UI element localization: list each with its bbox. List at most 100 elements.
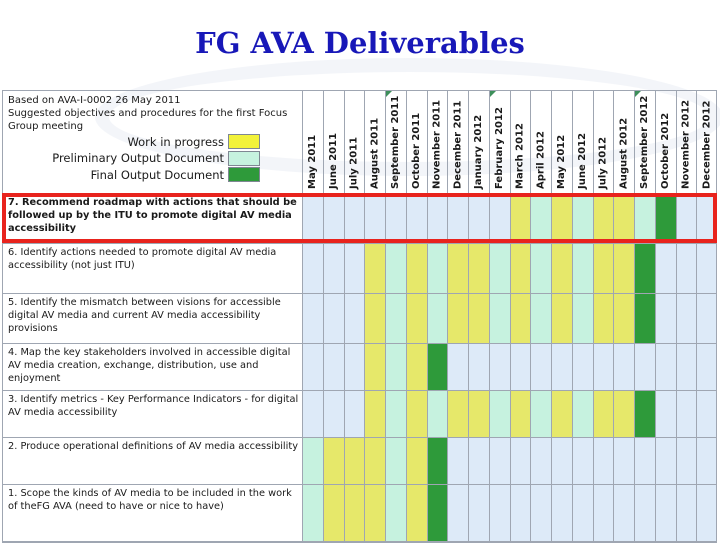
status-cell — [696, 243, 717, 293]
status-cell — [551, 484, 572, 542]
status-cell — [447, 484, 468, 542]
grid-line — [2, 243, 717, 244]
status-cell — [592, 193, 614, 243]
status-cell — [468, 390, 489, 437]
header-text-line: Based on AVA-I-0002 26 May 2011 — [8, 95, 181, 106]
status-cell — [426, 437, 448, 484]
status-cell — [364, 293, 385, 343]
header-text: Based on AVA-I-0002 26 May 2011 Suggested… — [8, 94, 300, 133]
status-cell — [343, 293, 365, 343]
grid-line — [2, 390, 717, 391]
month-header: February 2012 — [493, 107, 505, 189]
status-cell — [592, 293, 614, 343]
month-header: October 2012 — [659, 112, 671, 189]
status-cell — [571, 193, 593, 243]
status-cell — [634, 293, 655, 343]
month-header: May 2011 — [307, 134, 318, 189]
status-cell — [322, 437, 344, 484]
status-cell — [551, 293, 572, 343]
status-cell — [613, 343, 634, 390]
status-cell — [364, 390, 385, 437]
status-cell — [426, 484, 448, 542]
grid-line — [426, 90, 428, 542]
status-cell — [675, 437, 697, 484]
status-cell — [571, 343, 593, 390]
grid-line — [385, 90, 386, 542]
status-cell — [613, 293, 634, 343]
month-header: January 2012 — [473, 114, 484, 189]
milestone-marker — [489, 91, 496, 97]
status-cell — [592, 484, 614, 542]
status-cell — [530, 437, 551, 484]
status-cell — [405, 390, 427, 437]
status-cell — [385, 343, 406, 390]
month-header: August 2012 — [618, 117, 630, 189]
status-cell — [405, 193, 427, 243]
month-header: September 2012 — [639, 95, 650, 189]
status-cell — [675, 343, 697, 390]
month-header: November 2011 — [431, 99, 443, 189]
status-cell — [592, 390, 614, 437]
grid-line — [634, 90, 635, 542]
task-label: 6. Identify actions needed to promote di… — [8, 247, 277, 271]
status-cell — [343, 193, 365, 243]
status-cell — [447, 293, 468, 343]
status-cell — [551, 437, 572, 484]
status-cell — [530, 293, 551, 343]
month-header: September 2011 — [390, 95, 401, 189]
legend-swatch — [228, 150, 260, 166]
month-header: July 2011 — [348, 136, 360, 189]
grid-line — [716, 90, 717, 542]
status-cell — [654, 484, 676, 542]
grid-line — [654, 90, 656, 542]
status-cell — [571, 437, 593, 484]
status-cell — [654, 390, 676, 437]
status-cell — [488, 437, 510, 484]
status-cell — [654, 243, 676, 293]
month-header: August 2011 — [369, 117, 381, 189]
grid-line — [302, 90, 303, 542]
status-cell — [488, 390, 510, 437]
status-cell — [302, 390, 323, 437]
status-cell — [613, 390, 634, 437]
legend-label: Preliminary Output Document — [52, 151, 224, 165]
grid-line — [509, 90, 511, 542]
status-cell — [302, 193, 323, 243]
status-cell — [468, 193, 489, 243]
status-cell — [634, 390, 655, 437]
status-cell — [385, 484, 406, 542]
header-text-line: Suggested objectives and procedures for … — [8, 108, 288, 132]
legend-item: Final Output Document — [38, 167, 260, 182]
status-cell — [322, 293, 344, 343]
status-cell — [364, 437, 385, 484]
month-header: December 2012 — [701, 100, 713, 189]
status-cell — [468, 243, 489, 293]
legend-label: Work in progress — [127, 134, 224, 149]
status-cell — [302, 484, 323, 542]
status-cell — [405, 343, 427, 390]
status-cell — [696, 193, 717, 243]
status-cell — [405, 243, 427, 293]
status-cell — [592, 343, 614, 390]
status-cell — [675, 293, 697, 343]
status-cell — [488, 243, 510, 293]
status-cell — [551, 243, 572, 293]
page-title: FG AVA Deliverables — [195, 26, 525, 60]
status-cell — [696, 293, 717, 343]
status-cell — [509, 484, 531, 542]
status-cell — [613, 437, 634, 484]
grid-line — [488, 90, 490, 542]
task-label: 3. Identify metrics - Key Performance In… — [8, 394, 299, 418]
status-cell — [509, 293, 531, 343]
task-label: 7. Recommend roadmap with actions that s… — [8, 197, 297, 234]
status-cell — [426, 193, 448, 243]
task-label: 1. Scope the kinds of AV media to be inc… — [8, 488, 292, 512]
grid-line — [322, 90, 324, 542]
grid-line — [2, 343, 717, 344]
status-cell — [447, 343, 468, 390]
status-cell — [447, 193, 468, 243]
status-cell — [654, 437, 676, 484]
status-cell — [302, 437, 323, 484]
status-cell — [364, 484, 385, 542]
status-cell — [675, 193, 697, 243]
